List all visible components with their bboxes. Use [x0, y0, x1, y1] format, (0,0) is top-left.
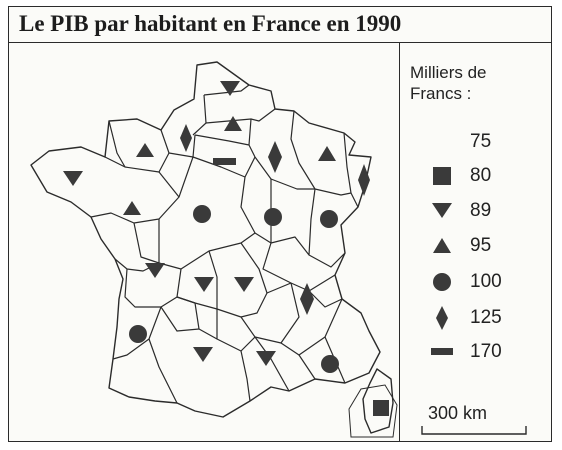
map-frame: Le PIB par habitant en France en 1990	[8, 6, 552, 442]
symbol-square	[373, 400, 389, 416]
triangle-up-symbol-icon	[433, 238, 451, 253]
symbol-diamond	[180, 124, 192, 152]
circle-symbol-icon	[433, 273, 451, 291]
region-symbols	[63, 81, 389, 416]
legend-heading-line2: Francs :	[410, 84, 472, 103]
legend-item-100: 100	[400, 270, 540, 300]
title-bar: Le PIB par habitant en France en 1990	[9, 7, 551, 43]
symbol-diamond	[358, 164, 370, 196]
legend-item-75: 75	[400, 130, 540, 160]
region-borders	[90, 84, 359, 404]
symbol-triangle-down	[194, 277, 214, 292]
symbol-bar	[213, 158, 236, 165]
scale-label: 300 km	[428, 403, 488, 423]
legend-item-80: 80	[400, 164, 540, 194]
symbol-diamond	[268, 141, 282, 173]
france-map	[30, 61, 398, 438]
corsica-box	[348, 384, 398, 438]
symbol-triangle-up	[136, 143, 154, 157]
symbol-triangle-down	[145, 263, 165, 278]
symbol-triangle-up	[224, 116, 242, 131]
triangle-down-symbol-icon	[432, 203, 452, 218]
legend-value: 125	[470, 307, 502, 328]
symbol-triangle-down	[220, 81, 240, 96]
legend-item-170: 170	[400, 340, 540, 370]
symbol-circle	[320, 210, 338, 228]
legend-value: 95	[470, 235, 492, 256]
symbol-triangle-down	[256, 351, 276, 366]
legend-item-95: 95	[400, 234, 540, 264]
legend-value: 100	[470, 271, 502, 292]
symbol-triangle-up	[123, 201, 141, 215]
symbol-circle	[193, 205, 211, 223]
scale-bar	[421, 426, 527, 435]
legend-divider	[399, 43, 400, 441]
map-title: Le PIB par habitant en France en 1990	[19, 11, 402, 36]
symbol-diamond	[300, 283, 314, 315]
legend-value: 89	[470, 200, 492, 221]
symbol-triangle-up	[318, 146, 336, 161]
symbol-circle	[264, 208, 282, 226]
bar-symbol-icon	[431, 348, 453, 355]
legend-heading: Milliers de Francs :	[410, 62, 487, 104]
square-symbol-icon	[433, 167, 451, 185]
legend-value: 75	[470, 131, 492, 152]
legend-item-125: 125	[400, 306, 540, 336]
symbol-circle	[321, 355, 339, 373]
legend-value: 170	[470, 341, 502, 362]
legend-value: 80	[470, 165, 492, 186]
diamond-symbol-icon	[436, 306, 448, 330]
legend-item-89: 89	[400, 199, 540, 229]
legend-heading-line1: Milliers de	[410, 63, 487, 82]
symbol-circle	[129, 325, 147, 343]
symbol-triangle-down	[63, 171, 83, 186]
symbol-triangle-down	[193, 347, 213, 362]
symbol-triangle-down	[234, 277, 254, 292]
